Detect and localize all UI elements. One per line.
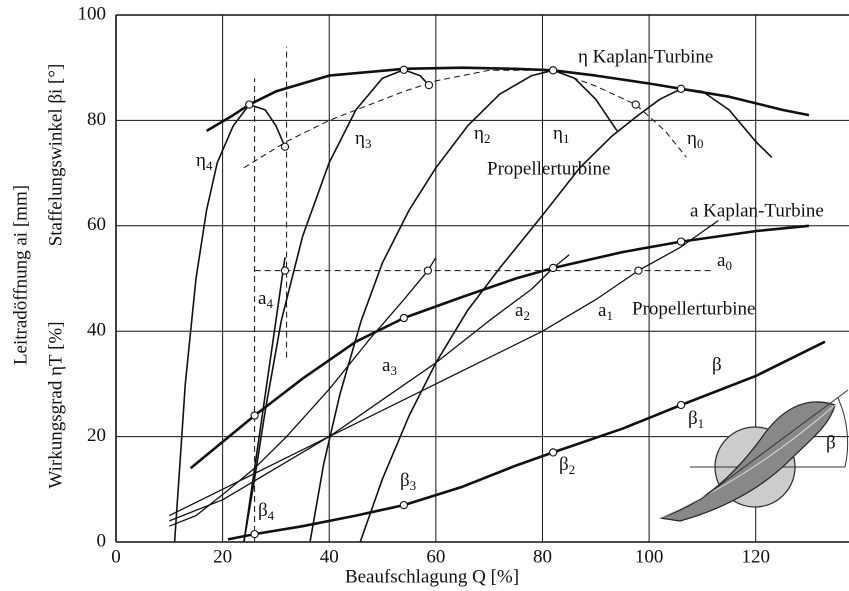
curve xyxy=(359,88,773,542)
point-marker xyxy=(548,263,558,273)
series-label: β xyxy=(712,354,722,375)
curve xyxy=(169,254,570,522)
series-label: a0 xyxy=(717,250,732,273)
series-label: η1 xyxy=(553,123,569,146)
point-marker xyxy=(423,266,433,275)
point-marker xyxy=(676,400,686,410)
point-marker xyxy=(250,411,259,420)
blade-illustration: β xyxy=(659,389,849,522)
y-axis-label: Staffelungswinkel βi [°] xyxy=(45,64,66,247)
curve xyxy=(227,340,826,541)
point-label: β2 xyxy=(559,454,575,477)
x-tick-label: 40 xyxy=(320,546,339,567)
x-tick-label: 60 xyxy=(426,546,445,567)
point-label: β4 xyxy=(258,500,275,523)
series-label: a Kaplan-Turbine xyxy=(690,200,824,221)
curve xyxy=(205,66,810,133)
x-tick-label: 0 xyxy=(111,546,121,567)
point-marker xyxy=(548,66,558,75)
point-marker xyxy=(399,65,409,74)
labels: 0 20 40 60 80 100 120 0 20 40 60 80 100 η Kaplan-Turb… xyxy=(78,3,824,567)
curve xyxy=(243,69,687,169)
point-marker xyxy=(676,237,686,246)
point-marker xyxy=(634,266,643,275)
y-axis-label: Wirkungsgrad ηT [%] xyxy=(45,321,66,488)
illustration-label: β xyxy=(826,432,836,453)
curve xyxy=(309,69,618,542)
x-axis-label: Beaufschlagung Q [%] xyxy=(345,566,519,587)
x-tick-label: 20 xyxy=(213,546,232,567)
annotation: Propellerturbine xyxy=(632,298,755,319)
series-label: a4 xyxy=(258,288,273,311)
annotation: Propellerturbine xyxy=(487,158,610,179)
point-marker xyxy=(280,266,290,275)
point-marker xyxy=(424,80,434,90)
point-marker xyxy=(548,448,558,457)
frame xyxy=(115,14,849,543)
y-tick-label: 20 xyxy=(87,425,106,446)
point-label: β1 xyxy=(688,408,704,431)
x-tick-label: 100 xyxy=(635,546,664,567)
y-tick-label: 100 xyxy=(78,3,107,24)
point-marker xyxy=(250,529,259,539)
series-label: η4 xyxy=(196,150,213,173)
curve xyxy=(173,103,286,542)
series-label: η2 xyxy=(474,123,490,146)
curve xyxy=(169,219,719,517)
curve xyxy=(243,69,430,542)
series-label: η Kaplan-Turbine xyxy=(578,46,713,67)
y-axis-label: Leitradöffnung ai [mm] xyxy=(10,185,31,365)
y-tick-label: 40 xyxy=(87,320,106,341)
x-tick-label: 80 xyxy=(533,546,552,567)
y-tick-label: 80 xyxy=(87,109,106,130)
point-marker xyxy=(399,500,409,510)
point-marker xyxy=(631,100,640,109)
point-label: β3 xyxy=(400,470,416,493)
point-marker xyxy=(280,142,290,151)
point-marker xyxy=(399,313,409,323)
x-tick-label: 120 xyxy=(741,546,770,567)
series-label: η0 xyxy=(687,128,703,151)
series-label: a2 xyxy=(515,300,530,323)
series-label: a1 xyxy=(598,300,613,323)
series-label: η3 xyxy=(355,128,371,151)
series-label: a3 xyxy=(382,355,397,378)
curve xyxy=(243,257,286,542)
y-tick-label: 60 xyxy=(87,214,106,235)
point-marker xyxy=(676,84,686,93)
point-marker xyxy=(245,100,254,109)
curve xyxy=(169,257,437,527)
y-tick-label: 0 xyxy=(97,530,107,551)
